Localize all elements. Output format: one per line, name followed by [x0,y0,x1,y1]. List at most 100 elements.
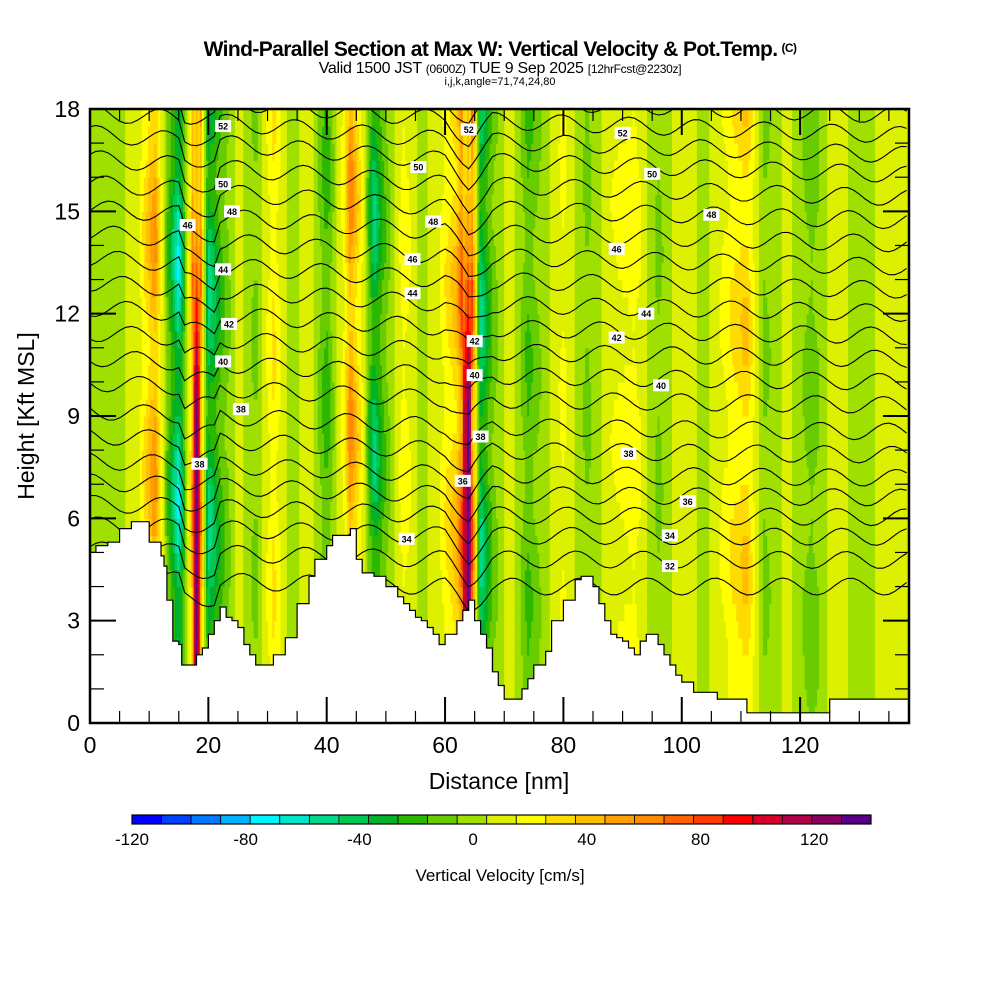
w-cell [249,518,253,536]
w-cell [100,109,104,127]
w-cell [222,398,226,417]
w-cell [355,484,358,502]
w-cell [179,433,182,451]
w-cell [189,569,193,588]
w-cell [220,467,224,485]
w-cell [266,364,269,383]
w-cell [114,467,118,485]
w-cell [324,484,327,502]
w-cell [342,279,346,298]
w-cell [189,552,193,571]
w-cell [245,330,248,349]
w-cell [342,467,346,485]
w-cell [367,433,371,451]
w-cell [228,143,232,161]
w-cell [264,211,267,229]
w-cell [181,518,184,536]
w-cell [129,364,133,383]
w-cell [203,143,207,161]
w-cell [334,228,338,247]
w-cell [288,569,292,588]
w-cell [172,416,176,434]
w-cell [135,262,139,281]
w-cell [224,126,228,144]
w-cell [245,313,248,332]
w-cell [266,603,269,622]
w-cell [288,620,292,639]
w-cell [162,416,166,434]
w-cell [145,467,149,485]
w-cell [154,177,157,195]
w-cell [324,467,327,485]
w-cell [119,143,122,161]
w-cell [239,279,242,298]
w-cell [324,143,327,161]
w-cell [237,262,240,281]
w-cell [158,143,161,161]
w-cell [317,467,321,485]
w-cell [348,398,352,417]
w-cell [226,603,230,622]
w-cell [208,501,211,519]
w-cell [185,416,188,434]
w-cell [92,177,95,195]
w-cell [222,484,226,502]
w-cell [261,620,265,639]
w-cell [139,194,143,212]
w-cell [245,569,248,588]
w-cell [295,569,298,588]
w-cell [371,143,375,161]
w-cell [301,484,304,502]
w-cell [266,211,269,229]
w-cell [361,296,364,315]
w-cell [102,296,106,315]
w-cell [168,569,172,588]
w-cell [237,433,240,451]
w-cell [241,296,244,315]
w-cell [369,347,373,366]
w-cell [357,279,360,298]
w-cell [301,518,304,536]
w-cell [218,143,222,161]
w-cell [251,467,255,485]
w-cell [351,364,354,383]
w-cell [177,194,180,212]
w-cell [371,330,375,349]
w-cell [369,501,373,519]
w-cell [179,364,182,383]
w-cell [226,467,230,485]
w-cell [367,194,371,212]
w-cell [286,347,290,366]
w-cell [266,194,269,212]
w-cell [355,313,358,332]
w-cell [371,484,375,502]
w-cell [90,262,93,281]
w-cell [272,620,275,639]
w-cell [208,381,211,400]
w-cell [286,467,290,485]
w-cell [100,484,104,502]
w-cell [315,364,319,383]
w-cell [359,211,362,229]
w-cell [336,211,340,229]
w-cell [355,330,358,349]
w-cell [336,228,340,247]
w-cell [116,347,120,366]
w-cell [179,160,182,178]
w-cell [206,364,209,383]
w-cell [324,313,327,332]
w-cell [322,433,325,451]
w-cell [218,245,222,264]
w-cell [170,467,174,485]
w-cell [201,109,205,127]
w-cell [301,194,304,212]
w-cell [110,245,114,264]
w-cell [278,211,282,229]
w-cell [237,484,240,502]
w-cell [328,262,331,281]
w-cell [322,143,325,161]
w-cell [313,484,317,502]
w-cell [206,637,209,656]
w-cell [114,126,118,144]
w-cell [230,330,234,349]
